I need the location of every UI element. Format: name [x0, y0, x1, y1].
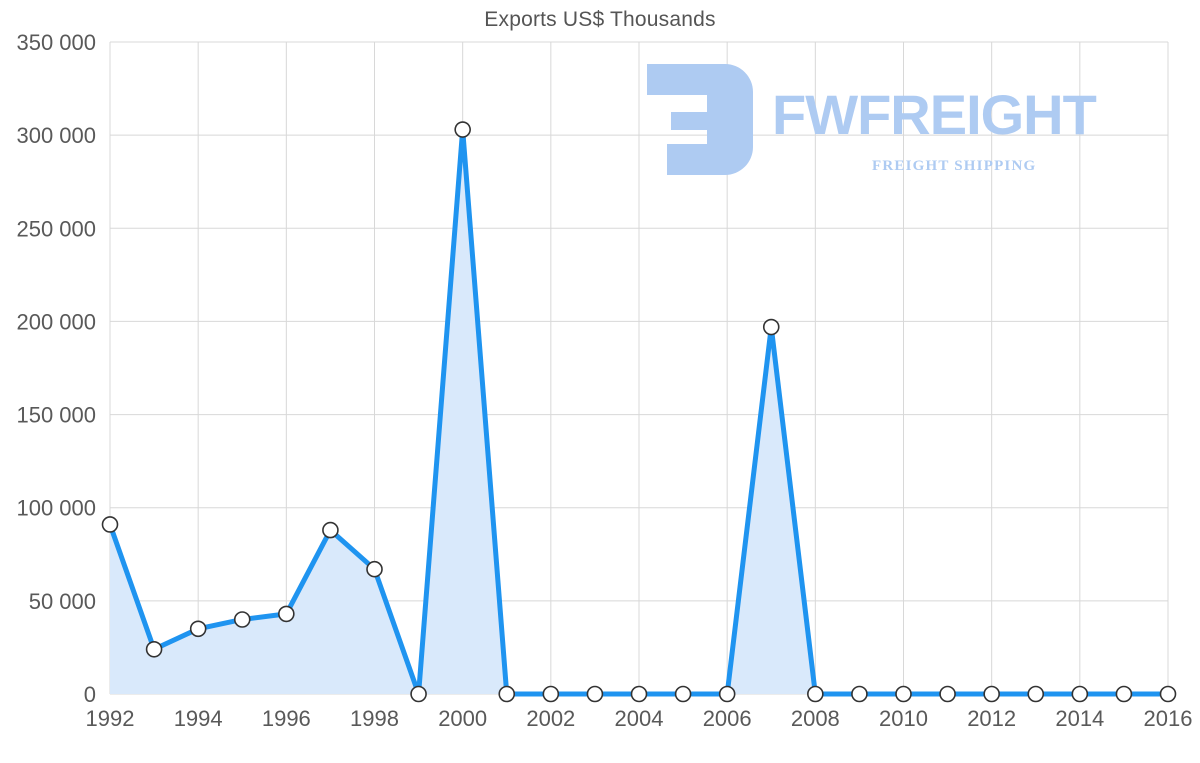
area-fill: [110, 129, 1168, 695]
x-axis-tick-label: 2016: [1144, 706, 1193, 731]
x-axis-tick-label: 2010: [879, 706, 928, 731]
data-point-marker[interactable]: [674, 685, 692, 703]
data-point-marker[interactable]: [1159, 685, 1177, 703]
x-axis-tick-labels: 1992 1994 1996 1998 2000 2002 2004 2006 2008 2010…: [86, 706, 1193, 731]
x-axis-tick-label: 1994: [174, 706, 223, 731]
x-axis-tick-label: 2014: [1055, 706, 1104, 731]
x-axis-tick-label: 2008: [791, 706, 840, 731]
data-point-marker[interactable]: [322, 521, 339, 539]
data-point-markers: [101, 121, 1177, 703]
x-axis-tick-label: 2000: [438, 706, 487, 731]
data-point-marker[interactable]: [1027, 685, 1045, 703]
data-point-marker[interactable]: [189, 620, 207, 638]
y-axis-tick-label: 150 000: [16, 403, 96, 428]
y-axis-tick-label: 200 000: [16, 309, 96, 334]
x-axis-tick-label: 2004: [615, 706, 664, 731]
chart-title: Exports US$ Thousands: [484, 8, 716, 31]
y-axis-tick-label: 250 000: [16, 216, 96, 241]
data-point-marker[interactable]: [586, 685, 604, 703]
data-point-marker[interactable]: [1071, 685, 1089, 703]
data-point-marker[interactable]: [145, 640, 163, 658]
y-axis-tick-label: 350 000: [16, 30, 96, 55]
data-point-marker[interactable]: [851, 685, 868, 703]
data-point-marker[interactable]: [1115, 685, 1133, 703]
data-point-marker[interactable]: [278, 605, 295, 623]
grid-lines: [109, 41, 1169, 695]
data-point-marker[interactable]: [939, 685, 956, 703]
data-point-marker[interactable]: [762, 318, 780, 336]
data-point-marker[interactable]: [718, 685, 736, 703]
x-axis-tick-label: 2006: [703, 706, 752, 731]
data-point-marker[interactable]: [630, 685, 648, 703]
x-axis-tick-label: 1996: [262, 706, 311, 731]
x-axis-tick-label: 1998: [350, 706, 399, 731]
x-axis-tick-label: 2012: [967, 706, 1016, 731]
x-axis-tick-label: 1992: [86, 706, 135, 731]
data-point-marker[interactable]: [983, 685, 1000, 703]
y-axis-tick-label: 100 000: [16, 496, 96, 521]
data-point-marker[interactable]: [101, 516, 119, 533]
y-axis-tick-label: 300 000: [16, 123, 96, 148]
data-point-marker[interactable]: [542, 685, 560, 703]
data-point-marker[interactable]: [498, 685, 516, 703]
data-point-marker[interactable]: [454, 121, 471, 138]
y-axis-tick-labels: 0 50 000 100 000 150 000 200 000 250 000 300 0…: [16, 30, 96, 707]
data-point-marker[interactable]: [410, 685, 427, 703]
data-point-marker[interactable]: [807, 685, 824, 703]
x-axis-tick-label: 2002: [526, 706, 575, 731]
data-point-marker[interactable]: [895, 685, 912, 703]
y-axis-tick-label: 0: [84, 682, 96, 707]
data-point-marker[interactable]: [233, 611, 251, 628]
data-point-marker[interactable]: [366, 560, 383, 578]
series-area: [110, 129, 1168, 695]
y-axis-tick-label: 50 000: [29, 589, 96, 614]
